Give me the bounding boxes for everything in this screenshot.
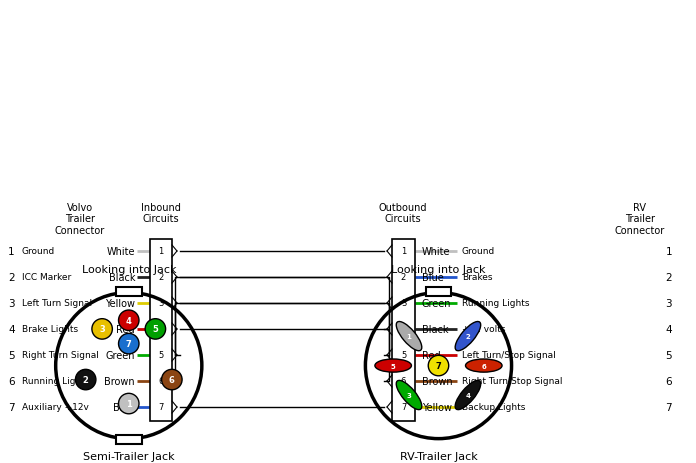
Ellipse shape bbox=[455, 322, 481, 351]
Bar bbox=[150, 240, 172, 421]
Text: 3: 3 bbox=[8, 298, 15, 308]
Text: 5: 5 bbox=[159, 351, 164, 360]
Text: 5: 5 bbox=[401, 351, 406, 360]
Text: 2: 2 bbox=[466, 333, 470, 339]
Text: 7: 7 bbox=[126, 339, 132, 348]
Text: 2: 2 bbox=[8, 272, 15, 282]
Text: Blue: Blue bbox=[422, 272, 444, 282]
Circle shape bbox=[145, 319, 166, 339]
Text: 4: 4 bbox=[401, 325, 406, 334]
Text: Looking into Jack: Looking into Jack bbox=[391, 265, 486, 275]
Text: 4: 4 bbox=[665, 324, 672, 334]
Text: 3: 3 bbox=[406, 392, 411, 398]
Text: Backup Lights: Backup Lights bbox=[462, 403, 525, 412]
Text: Ground: Ground bbox=[22, 247, 55, 256]
Text: RV-Trailer Jack: RV-Trailer Jack bbox=[400, 450, 477, 461]
Text: Semi-Trailer Jack: Semi-Trailer Jack bbox=[83, 450, 175, 461]
Text: 6: 6 bbox=[482, 363, 487, 369]
Text: Brakes: Brakes bbox=[462, 273, 493, 282]
Circle shape bbox=[118, 394, 139, 414]
Text: Right Turn Signal: Right Turn Signal bbox=[22, 351, 99, 360]
Text: 3: 3 bbox=[158, 299, 164, 308]
Text: 4: 4 bbox=[159, 325, 164, 334]
Text: Black: Black bbox=[422, 324, 448, 334]
Text: White: White bbox=[106, 246, 135, 257]
Text: Blue: Blue bbox=[113, 402, 135, 412]
Text: Red: Red bbox=[116, 324, 135, 334]
Text: 5: 5 bbox=[390, 363, 395, 369]
Text: 3: 3 bbox=[401, 299, 406, 308]
Text: 5: 5 bbox=[665, 350, 672, 360]
Text: 7: 7 bbox=[665, 402, 672, 412]
Text: 6: 6 bbox=[169, 375, 175, 384]
Text: 3: 3 bbox=[665, 298, 672, 308]
Text: 5: 5 bbox=[8, 350, 15, 360]
Text: 1: 1 bbox=[126, 399, 132, 408]
Circle shape bbox=[428, 356, 449, 376]
Bar bbox=[426, 287, 451, 297]
Ellipse shape bbox=[455, 381, 481, 410]
Ellipse shape bbox=[466, 359, 502, 372]
Text: 5: 5 bbox=[152, 325, 158, 334]
Text: Green: Green bbox=[422, 298, 452, 308]
Text: Auxiliary +12v: Auxiliary +12v bbox=[22, 403, 89, 412]
Text: Brown: Brown bbox=[104, 376, 135, 386]
Text: RV
Trailer
Connector: RV Trailer Connector bbox=[615, 202, 665, 235]
Text: Ground: Ground bbox=[462, 247, 496, 256]
Text: 1: 1 bbox=[665, 246, 672, 257]
Text: Left Turn Signal: Left Turn Signal bbox=[22, 299, 92, 308]
Text: Brake Lights: Brake Lights bbox=[22, 325, 78, 334]
Text: Outbound
Circuits: Outbound Circuits bbox=[379, 202, 427, 224]
Text: 6: 6 bbox=[158, 377, 164, 386]
Text: Left Turn/Stop Signal: Left Turn/Stop Signal bbox=[462, 351, 555, 360]
Circle shape bbox=[75, 369, 96, 390]
Text: 2: 2 bbox=[83, 375, 88, 384]
Text: Black: Black bbox=[109, 272, 135, 282]
Text: 4: 4 bbox=[8, 324, 15, 334]
Text: White: White bbox=[422, 246, 450, 257]
Text: Right Turn/Stop Signal: Right Turn/Stop Signal bbox=[462, 377, 562, 386]
Text: Running Lights: Running Lights bbox=[462, 299, 530, 308]
Text: 3: 3 bbox=[100, 325, 105, 334]
Text: 6: 6 bbox=[665, 376, 672, 386]
Text: Looking into Jack: Looking into Jack bbox=[81, 265, 176, 275]
Text: 1: 1 bbox=[159, 247, 164, 256]
Text: Running Lights: Running Lights bbox=[22, 377, 90, 386]
Ellipse shape bbox=[375, 359, 411, 372]
Text: 4: 4 bbox=[126, 316, 132, 325]
Text: ICC Marker: ICC Marker bbox=[22, 273, 71, 282]
Text: 4: 4 bbox=[466, 392, 470, 398]
Bar bbox=[116, 435, 141, 444]
Bar bbox=[392, 240, 415, 421]
Text: 2: 2 bbox=[401, 273, 406, 282]
Text: Inbound
Circuits: Inbound Circuits bbox=[141, 202, 181, 224]
Text: Brown: Brown bbox=[422, 376, 452, 386]
Circle shape bbox=[92, 319, 112, 339]
Text: 7: 7 bbox=[436, 361, 441, 370]
Text: +12 volts: +12 volts bbox=[462, 325, 505, 334]
Text: Volvo
Trailer
Connector: Volvo Trailer Connector bbox=[55, 202, 105, 235]
Text: 1: 1 bbox=[8, 246, 15, 257]
Bar bbox=[116, 287, 141, 297]
Text: 1: 1 bbox=[406, 333, 411, 339]
Text: 7: 7 bbox=[158, 403, 164, 412]
Text: 7: 7 bbox=[8, 402, 15, 412]
Text: Yellow: Yellow bbox=[422, 402, 452, 412]
Text: 2: 2 bbox=[665, 272, 672, 282]
Text: Green: Green bbox=[106, 350, 135, 360]
Text: 6: 6 bbox=[8, 376, 15, 386]
Text: 6: 6 bbox=[401, 377, 406, 386]
Text: Red: Red bbox=[422, 350, 441, 360]
Text: 2: 2 bbox=[159, 273, 164, 282]
Circle shape bbox=[118, 310, 139, 331]
Circle shape bbox=[118, 334, 139, 354]
Ellipse shape bbox=[396, 381, 422, 410]
Ellipse shape bbox=[396, 322, 422, 351]
Text: Yellow: Yellow bbox=[105, 298, 135, 308]
Text: 7: 7 bbox=[401, 403, 406, 412]
Circle shape bbox=[161, 369, 182, 390]
Text: 1: 1 bbox=[401, 247, 406, 256]
